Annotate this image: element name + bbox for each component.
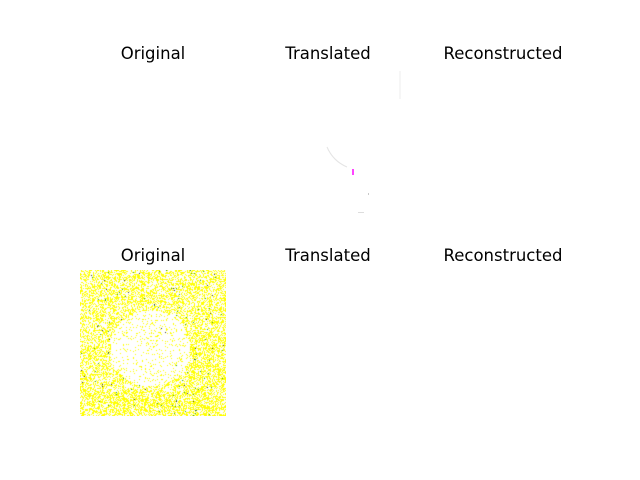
image-translated-row1: [255, 69, 401, 215]
image-reconstructed-row2: [430, 270, 576, 416]
translated-traces: [326, 71, 401, 213]
image-original-row1: [80, 69, 226, 215]
trace-gray-curve: [326, 146, 348, 168]
panel-title-original-row1: Original: [120, 44, 186, 63]
panel-title-translated-row2: Translated: [285, 246, 371, 265]
image-reconstructed-row1: [430, 69, 576, 215]
panel-title-translated-row1: Translated: [285, 44, 371, 63]
yellow-noise-image: [80, 270, 226, 416]
panel-title-reconstructed-row1: Reconstructed: [443, 44, 563, 63]
panel-title-reconstructed-row2: Reconstructed: [443, 246, 563, 265]
trace-magenta-mark: [352, 169, 354, 175]
image-original-row2: [80, 270, 226, 416]
trace-dot-a: [368, 193, 369, 195]
trace-dot-b: [358, 212, 364, 213]
image-translated-row2: [255, 270, 401, 416]
panel-title-original-row2: Original: [120, 246, 186, 265]
